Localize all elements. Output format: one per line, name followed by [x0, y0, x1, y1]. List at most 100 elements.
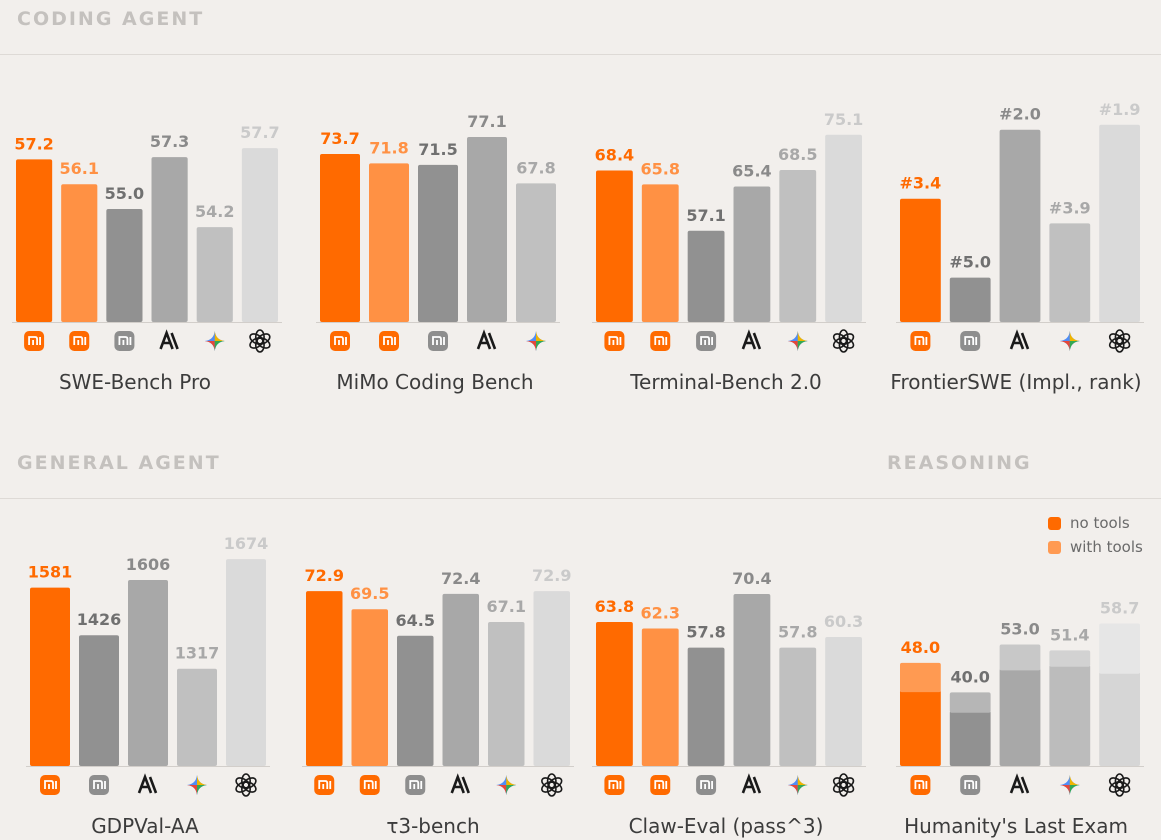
bar [779, 170, 817, 322]
bar-no-tools [949, 710, 991, 766]
openai-logo-icon [832, 773, 855, 797]
bar-value-label: 69.5 [350, 584, 389, 603]
bar-value-label: 72.4 [441, 569, 480, 588]
bar-value-label: 67.1 [487, 597, 526, 616]
bar [733, 593, 771, 766]
gemini-sparkle-icon [187, 775, 207, 795]
bar-value-label: #2.0 [999, 105, 1041, 124]
bar-value-label: 57.8 [778, 623, 817, 642]
bar-with-tools [1049, 650, 1091, 667]
openai-logo-icon [1108, 773, 1131, 797]
xiaomi-gray-logo-icon [428, 331, 448, 351]
chart-title-claw-eval: Claw-Eval (pass^3) [628, 814, 824, 838]
gemini-sparkle-icon [204, 331, 225, 351]
bar [106, 209, 143, 322]
bar [369, 163, 409, 322]
gemini-sparkle-icon [787, 331, 808, 351]
xiaomi-logo-icon [910, 331, 931, 351]
bar [687, 230, 725, 322]
chart-title-terminal-bench: Terminal-Bench 2.0 [630, 370, 822, 394]
bar [397, 635, 434, 766]
xiaomi-logo-icon [24, 331, 45, 351]
bar-value-label: 63.8 [595, 597, 634, 616]
xiaomi-gray-logo-icon [114, 331, 135, 351]
bar [516, 183, 556, 322]
bar [30, 587, 70, 766]
xiaomi-logo-icon [69, 331, 90, 351]
chart-1: 73.7 71.8 71.5 77.1 67.8 [316, 112, 560, 351]
bar-value-label: 57.3 [150, 132, 189, 151]
xiaomi-logo-icon [314, 775, 335, 795]
section-divider [0, 498, 1161, 499]
legend-item-with-tools: with tools [1048, 535, 1143, 559]
bar [687, 647, 725, 766]
bar [306, 591, 343, 766]
bar [418, 164, 458, 322]
chart-title-humanitys-last-exam: Humanity's Last Exam [904, 814, 1128, 838]
bar [196, 227, 233, 322]
bar [949, 277, 991, 322]
anthropic-logo-icon [1009, 329, 1030, 350]
bar-value-label: 70.4 [732, 569, 771, 588]
bar-value-label: 65.8 [641, 159, 680, 178]
bar-value-label: 58.7 [1100, 598, 1139, 617]
bar-with-tools [949, 692, 991, 713]
gemini-sparkle-icon [496, 775, 517, 795]
chart-title-swe-bench-pro: SWE-Bench Pro [58, 370, 212, 394]
anthropic-logo-icon [1009, 773, 1030, 794]
chart-3: #3.4 #5.0 #2.0 #3.9 #1.9 [896, 100, 1144, 353]
bar-value-label: 67.8 [516, 158, 555, 177]
chart-title-mimo-coding-bench: MiMo Coding Bench [336, 370, 534, 394]
bar-value-label: 64.5 [396, 611, 435, 630]
bar-value-label: 65.4 [732, 162, 771, 181]
openai-logo-icon [541, 773, 563, 797]
legend-item-no-tools: no tools [1048, 511, 1143, 535]
bar-value-label: 72.9 [305, 566, 344, 585]
xiaomi-gray-logo-icon [696, 775, 717, 795]
openai-logo-icon [249, 329, 271, 353]
gemini-sparkle-icon [787, 775, 808, 795]
bar-with-tools [999, 644, 1041, 671]
xiaomi-logo-icon [650, 775, 671, 795]
anthropic-logo-icon [159, 329, 179, 350]
bar [779, 647, 817, 766]
xiaomi-logo-icon [379, 331, 399, 351]
xiaomi-logo-icon [359, 775, 380, 795]
bar-value-label: 55.0 [105, 184, 144, 203]
bar [177, 668, 217, 766]
bar [641, 184, 679, 322]
bar [151, 157, 188, 322]
bar-value-label: 51.4 [1050, 625, 1089, 644]
section-title-reasoning: REASONING [887, 452, 1032, 474]
xiaomi-logo-icon [604, 775, 625, 795]
chart-title-tau3-bench: τ3-bench [386, 814, 480, 838]
bar [226, 559, 266, 766]
bar [596, 622, 633, 766]
bar-value-label: 71.8 [369, 138, 408, 157]
gemini-sparkle-icon [1059, 775, 1080, 795]
bar-value-label: 77.1 [467, 112, 506, 131]
xiaomi-gray-logo-icon [89, 775, 109, 795]
bar-value-label: 57.8 [686, 623, 725, 642]
chart-2: 68.4 65.8 57.1 65.4 68.5 75.1 [592, 110, 866, 353]
bar [1049, 223, 1091, 322]
bar-with-tools [1099, 623, 1140, 674]
legend-swatch-with-tools [1048, 540, 1061, 554]
bar-value-label: 57.1 [686, 206, 725, 225]
bar-value-label: 60.3 [824, 612, 863, 631]
bar-value-label: 48.0 [901, 638, 940, 657]
bar [733, 186, 771, 322]
bar-value-label: 68.4 [595, 146, 634, 165]
bar [61, 184, 98, 322]
openai-logo-icon [235, 773, 257, 797]
openai-logo-icon [832, 329, 855, 353]
bar [596, 170, 633, 322]
bar-value-label: 54.2 [195, 202, 234, 221]
bar-value-label: #3.9 [1049, 198, 1091, 217]
xiaomi-gray-logo-icon [960, 331, 981, 351]
bar [533, 591, 570, 766]
bar-value-label: #5.0 [949, 253, 991, 272]
anthropic-logo-icon [741, 329, 762, 350]
section-title-coding-agent: CODING AGENT [17, 8, 205, 30]
